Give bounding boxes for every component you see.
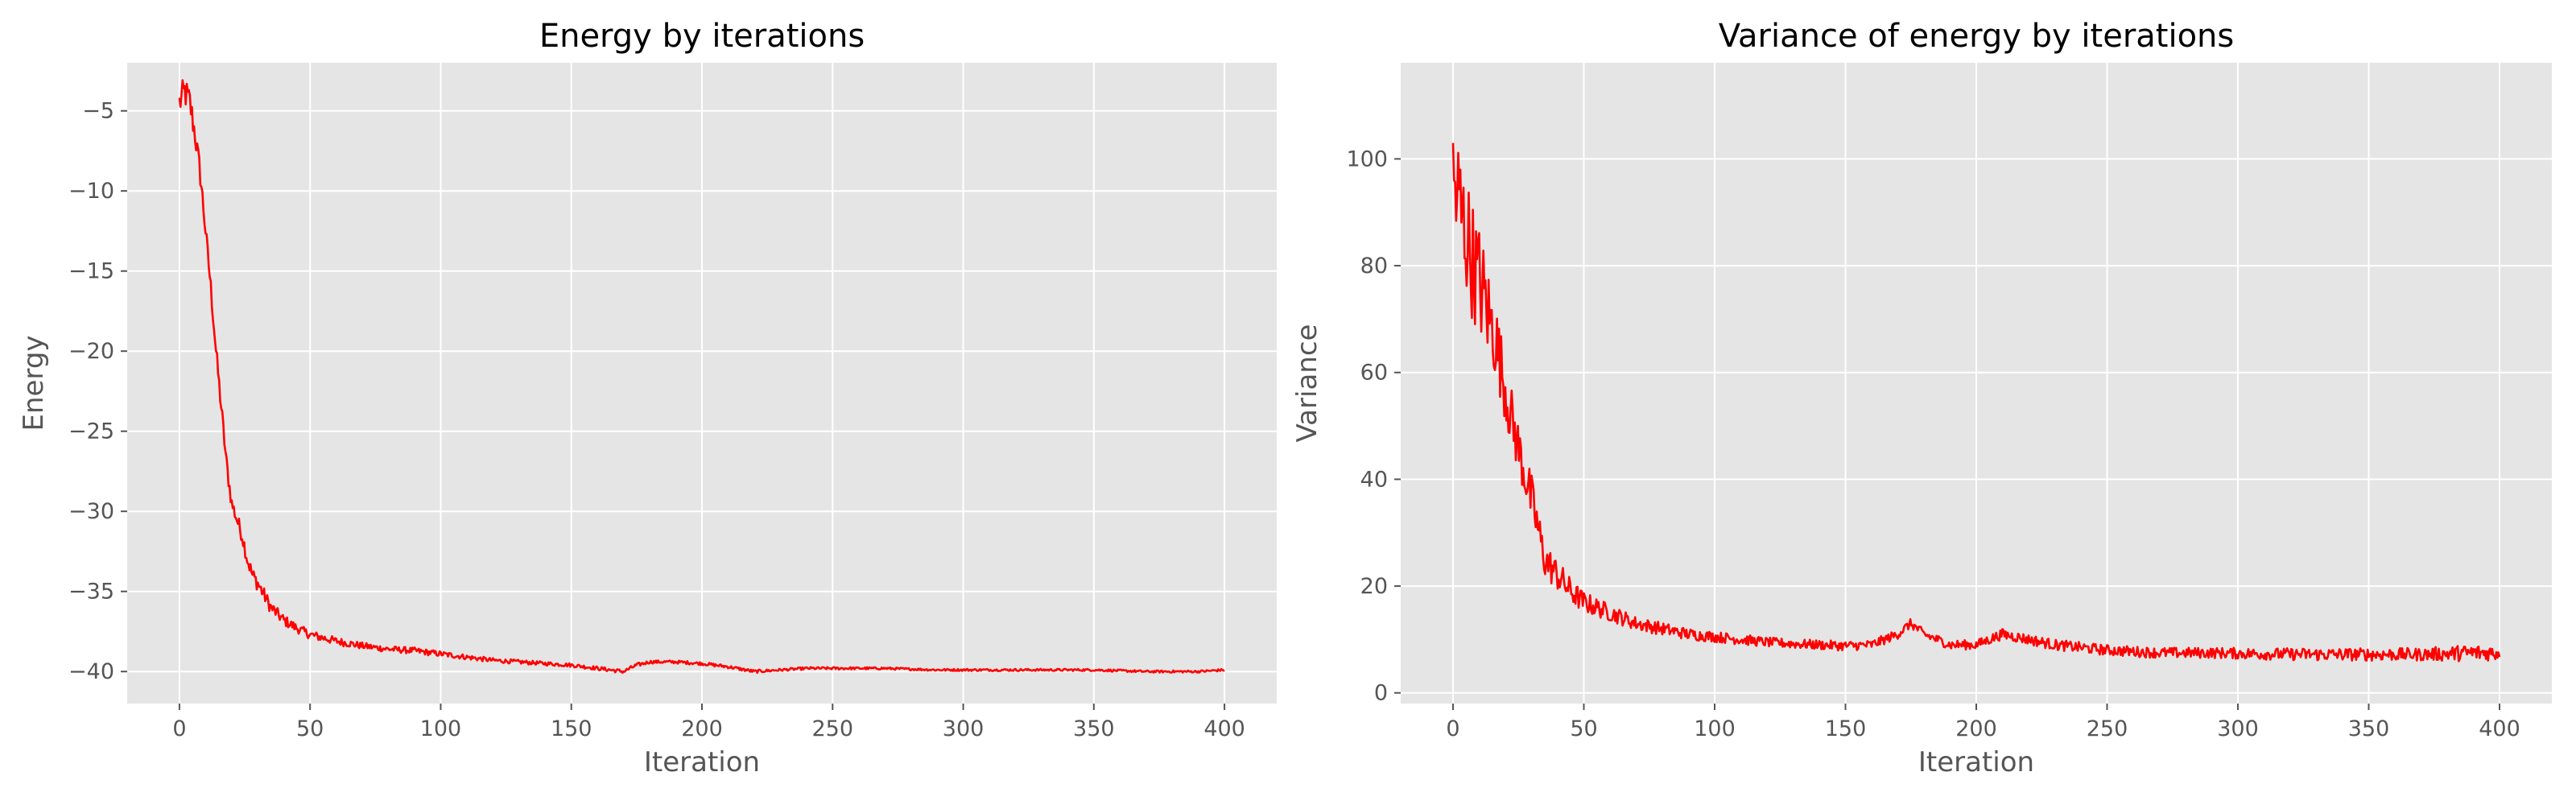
x-tick-label: 250	[2087, 716, 2128, 741]
chart-title: Energy by iterations	[539, 18, 865, 55]
y-tick-label: 100	[1346, 147, 1388, 171]
x-tick-label: 200	[681, 716, 723, 741]
x-tick-label: 0	[1446, 716, 1459, 741]
y-tick-label: 20	[1360, 574, 1388, 599]
x-tick-label: 0	[172, 716, 186, 741]
y-tick-label: −5	[82, 99, 114, 124]
y-tick-label: 40	[1360, 467, 1388, 492]
series-line	[1451, 142, 2501, 663]
x-tick-label: 100	[420, 716, 462, 741]
y-axis-label: Energy	[18, 335, 50, 431]
x-tick-label: 300	[2217, 716, 2259, 741]
y-tick-label: 0	[1374, 681, 1388, 706]
y-tick-label: −25	[68, 419, 114, 444]
x-tick-label: 350	[1073, 716, 1115, 741]
x-tick-label: 300	[943, 716, 985, 741]
x-tick-label: 250	[811, 716, 853, 741]
y-tick-label: −35	[68, 580, 114, 605]
x-tick-label: 50	[1570, 716, 1597, 741]
y-tick-label: 80	[1360, 254, 1388, 279]
y-tick-label: −20	[68, 339, 114, 364]
x-tick-label: 400	[2479, 716, 2520, 741]
x-tick-label: 150	[551, 716, 592, 741]
x-axis-label: Iteration	[1918, 746, 2034, 778]
y-axis-label: Variance	[1291, 324, 1323, 443]
x-tick-label: 200	[1955, 716, 1997, 741]
series-line	[178, 79, 1225, 675]
energy-chart: 0 50 100 150 200 250 300 350 400 −40 −35 −30 −25 −20 −…	[18, 18, 1277, 778]
chart-title: Variance of energy by iterations	[1719, 18, 2234, 55]
x-axis-label: Iteration	[644, 746, 760, 778]
y-tick-label: 60	[1360, 361, 1388, 386]
y-tick-label: −10	[68, 179, 114, 204]
x-tick-label: 100	[1694, 716, 1736, 741]
x-tick-label: 150	[1825, 716, 1867, 741]
x-tick-label: 400	[1203, 716, 1245, 741]
y-tick-label: −40	[68, 659, 114, 684]
variance-chart: 0 50 100 150 200 250 300 350 400 0 20 40 60 80 100 Vari…	[1291, 18, 2552, 778]
y-tick-label: −30	[68, 499, 114, 524]
y-tick-label: −15	[68, 259, 114, 284]
x-tick-label: 50	[296, 716, 324, 741]
x-tick-label: 350	[2348, 716, 2390, 741]
